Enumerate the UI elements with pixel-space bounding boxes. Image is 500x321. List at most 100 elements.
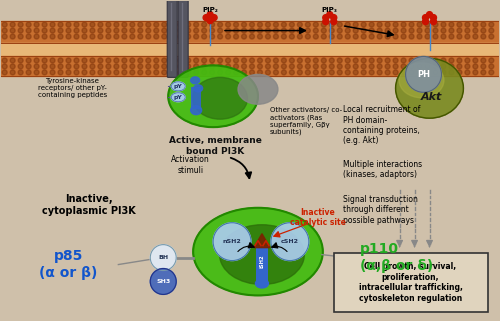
Circle shape	[178, 64, 182, 69]
Circle shape	[154, 34, 159, 39]
Circle shape	[345, 70, 350, 75]
Circle shape	[42, 64, 47, 69]
Circle shape	[330, 70, 334, 75]
Circle shape	[409, 22, 414, 27]
Circle shape	[242, 58, 246, 63]
Circle shape	[98, 28, 103, 33]
Circle shape	[322, 64, 326, 69]
Circle shape	[489, 70, 494, 75]
Circle shape	[306, 22, 310, 27]
Circle shape	[234, 64, 238, 69]
Circle shape	[90, 22, 95, 27]
Circle shape	[377, 64, 382, 69]
Circle shape	[369, 28, 374, 33]
Circle shape	[290, 34, 294, 39]
Circle shape	[393, 34, 398, 39]
Circle shape	[34, 22, 39, 27]
Circle shape	[186, 22, 190, 27]
Circle shape	[290, 70, 294, 75]
Circle shape	[66, 28, 71, 33]
Circle shape	[385, 70, 390, 75]
Text: Activation
stimuli: Activation stimuli	[171, 155, 209, 175]
Ellipse shape	[171, 93, 185, 102]
Circle shape	[58, 64, 63, 69]
Circle shape	[258, 34, 262, 39]
Circle shape	[202, 28, 206, 33]
Circle shape	[338, 22, 342, 27]
Circle shape	[377, 70, 382, 75]
Circle shape	[18, 70, 23, 75]
Circle shape	[282, 70, 286, 75]
Circle shape	[385, 34, 390, 39]
Text: Multiple interactions
(kinases, adaptors): Multiple interactions (kinases, adaptors…	[342, 160, 422, 179]
Circle shape	[409, 34, 414, 39]
Circle shape	[266, 28, 270, 33]
Circle shape	[226, 28, 230, 33]
Circle shape	[481, 70, 486, 75]
Circle shape	[369, 64, 374, 69]
Circle shape	[10, 28, 15, 33]
Circle shape	[417, 28, 422, 33]
Circle shape	[385, 64, 390, 69]
Circle shape	[207, 12, 213, 18]
Circle shape	[130, 64, 135, 69]
Circle shape	[258, 64, 262, 69]
Ellipse shape	[194, 85, 202, 92]
Circle shape	[465, 58, 470, 63]
Circle shape	[417, 34, 422, 39]
Circle shape	[441, 70, 446, 75]
Circle shape	[282, 28, 286, 33]
Circle shape	[361, 28, 366, 33]
Ellipse shape	[190, 106, 202, 115]
Circle shape	[433, 22, 438, 27]
Circle shape	[406, 56, 442, 92]
Circle shape	[26, 58, 31, 63]
Circle shape	[306, 28, 310, 33]
Circle shape	[114, 70, 119, 75]
Circle shape	[210, 28, 214, 33]
Circle shape	[82, 64, 87, 69]
Circle shape	[361, 64, 366, 69]
Circle shape	[90, 58, 95, 63]
Circle shape	[18, 58, 23, 63]
Circle shape	[465, 22, 470, 27]
Circle shape	[377, 28, 382, 33]
Bar	[0, 42, 500, 56]
Text: Inactive,
cytoplasmic PI3K: Inactive, cytoplasmic PI3K	[42, 194, 136, 216]
Circle shape	[50, 22, 55, 27]
Ellipse shape	[256, 279, 268, 288]
Circle shape	[353, 34, 358, 39]
Circle shape	[138, 58, 143, 63]
Circle shape	[106, 64, 111, 69]
Circle shape	[250, 22, 254, 27]
Circle shape	[338, 70, 342, 75]
Circle shape	[210, 22, 214, 27]
Circle shape	[489, 22, 494, 27]
Circle shape	[74, 28, 79, 33]
Text: SH3: SH3	[156, 279, 170, 284]
Circle shape	[234, 70, 238, 75]
Text: iSH2: iSH2	[260, 255, 264, 268]
Circle shape	[50, 34, 55, 39]
Circle shape	[194, 70, 198, 75]
Circle shape	[433, 34, 438, 39]
Circle shape	[274, 22, 278, 27]
Circle shape	[218, 70, 222, 75]
Circle shape	[401, 58, 406, 63]
Circle shape	[314, 28, 318, 33]
Circle shape	[130, 34, 135, 39]
Bar	[0, 56, 500, 76]
Circle shape	[114, 28, 119, 33]
Circle shape	[306, 58, 310, 63]
Circle shape	[170, 70, 174, 75]
Text: PIP₃: PIP₃	[322, 7, 338, 13]
Circle shape	[194, 64, 198, 69]
Circle shape	[42, 22, 47, 27]
Circle shape	[226, 34, 230, 39]
Circle shape	[345, 34, 350, 39]
Circle shape	[18, 64, 23, 69]
Circle shape	[314, 64, 318, 69]
Circle shape	[150, 245, 176, 271]
Circle shape	[433, 28, 438, 33]
Text: Akt: Akt	[421, 92, 442, 102]
